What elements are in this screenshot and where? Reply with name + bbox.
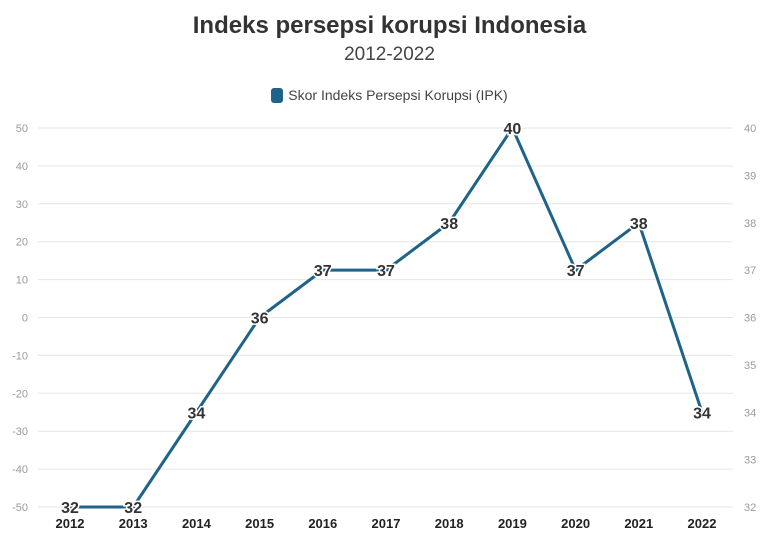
right-tick-label: 35 [744, 360, 756, 372]
data-label: 40 [504, 121, 522, 138]
legend-swatch [271, 87, 284, 103]
right-tick-label: 36 [744, 313, 756, 325]
left-tick-label: 30 [16, 199, 28, 211]
x-tick-label: 2019 [498, 516, 527, 531]
left-tick-label: 10 [16, 275, 28, 287]
data-label: 34 [188, 405, 206, 422]
x-tick-label: 2022 [688, 516, 717, 531]
data-point [573, 268, 578, 273]
x-tick-label: 2018 [435, 516, 464, 531]
x-tick-label: 2016 [308, 516, 337, 531]
x-tick-label: 2021 [624, 516, 653, 531]
right-tick-label: 32 [744, 502, 756, 514]
right-tick-label: 34 [744, 407, 756, 419]
data-label: 38 [440, 216, 458, 233]
x-tick-label: 2020 [561, 516, 590, 531]
left-tick-label: -10 [12, 350, 28, 362]
data-point [510, 126, 515, 130]
data-label: 38 [630, 216, 648, 233]
left-tick-label: -40 [12, 464, 28, 476]
grid-lines [38, 127, 733, 508]
x-tick-label: 2017 [372, 516, 401, 531]
x-tick-label: 2014 [182, 516, 212, 531]
data-point [257, 315, 262, 320]
data-label: 34 [693, 405, 711, 422]
right-tick-label: 39 [744, 170, 756, 182]
chart-subtitle: 2012-2022 [344, 44, 435, 65]
chart-title: Indeks persepsi korupsi Indonesia [192, 12, 587, 39]
x-tick-label: 2012 [56, 516, 85, 531]
left-tick-label: -30 [12, 426, 28, 438]
right-tick-label: 38 [744, 218, 756, 230]
data-label: 36 [251, 311, 269, 328]
data-point [194, 410, 199, 415]
left-axis: 50 40 30 20 10 0 -10 -20 -30 -40 -50 [12, 123, 28, 514]
legend-label: Skor Indeks Persepsi Korupsi (IPK) [288, 87, 508, 103]
left-tick-label: -20 [12, 388, 28, 400]
series-group [68, 126, 704, 509]
legend[interactable]: Skor Indeks Persepsi Korupsi (IPK) [0, 87, 779, 103]
x-axis: 2012 2013 2014 2015 2016 2017 2018 2019 2020 2021… [56, 516, 717, 531]
left-tick-label: 20 [16, 237, 28, 249]
x-tick-label: 2013 [119, 516, 148, 531]
data-label: 37 [314, 263, 332, 280]
right-axis: 40 39 38 37 36 35 34 33 32 [744, 123, 756, 514]
data-point [384, 268, 388, 273]
data-labels: 32 32 34 36 37 37 38 40 37 38 34 [60, 120, 713, 519]
data-label: 37 [567, 263, 585, 280]
data-point [636, 220, 641, 225]
right-tick-label: 33 [744, 455, 756, 467]
right-tick-label: 40 [744, 123, 756, 135]
right-tick-label: 37 [744, 265, 756, 277]
left-tick-label: 0 [22, 313, 28, 325]
data-point [131, 505, 136, 509]
left-tick-label: 50 [16, 123, 28, 135]
x-tick-label: 2015 [245, 516, 274, 531]
data-point [700, 410, 704, 415]
data-point [447, 220, 452, 225]
left-tick-label: 40 [16, 161, 28, 173]
data-label: 32 [124, 500, 142, 517]
left-tick-label: -50 [12, 502, 28, 514]
data-point [320, 268, 325, 273]
data-point [68, 505, 72, 509]
data-label: 32 [61, 500, 79, 517]
data-label: 37 [377, 263, 395, 280]
